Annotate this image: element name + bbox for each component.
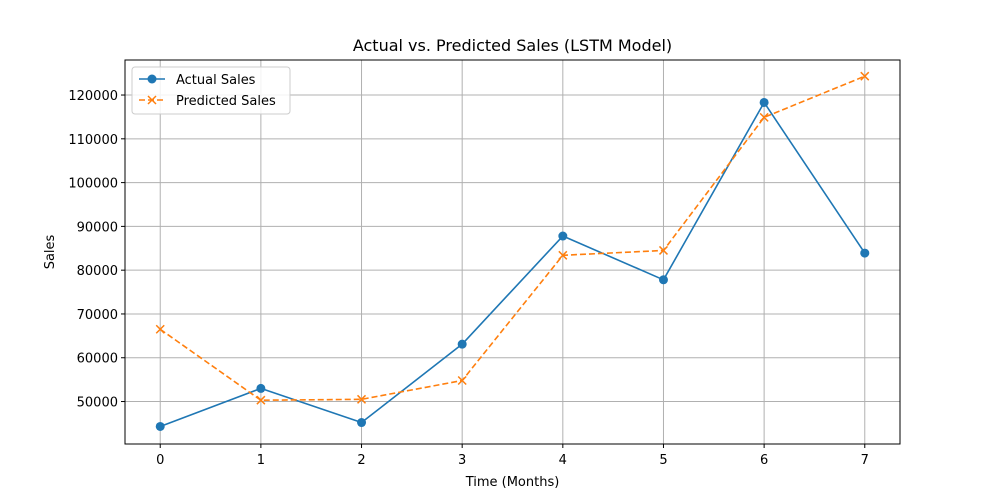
- y-tick-label: 80000: [77, 264, 118, 279]
- plot-area: [125, 60, 900, 444]
- actual-sales-point: [357, 418, 367, 428]
- x-axis-ticks: 0 1 2 3 4 5 6 7: [156, 444, 869, 468]
- chart-title: Actual vs. Predicted Sales (LSTM Model): [353, 36, 672, 55]
- plot-frame: [124, 59, 901, 445]
- x-tick-label: 4: [559, 453, 567, 468]
- legend-item-actual-sales: Actual Sales: [139, 73, 256, 88]
- y-tick-label: 70000: [77, 308, 118, 323]
- legend-label: Actual Sales: [176, 73, 256, 88]
- actual-sales-point: [860, 248, 870, 258]
- legend: Actual Sales Predicted Sales: [131, 66, 291, 115]
- legend-label: Predicted Sales: [176, 94, 276, 109]
- actual-sales-point: [558, 231, 568, 241]
- predicted-sales-point: [457, 375, 467, 386]
- y-tick-label: 90000: [77, 220, 118, 235]
- predicted-sales-point: [860, 71, 870, 81]
- x-tick-label: 7: [861, 453, 869, 468]
- x-tick-label: 5: [659, 453, 667, 468]
- actual-sales-point: [256, 383, 266, 393]
- x-tick-label: 0: [156, 453, 164, 468]
- data-series: [155, 71, 870, 431]
- actual-sales-point: [457, 339, 467, 349]
- legend-box: [131, 66, 291, 115]
- x-tick-label: 1: [257, 453, 265, 468]
- y-axis-ticks: 50000 60000 70000 80000 90000 100000 110000 120…: [68, 89, 125, 411]
- legend-swatch-marker: [147, 95, 157, 105]
- y-tick-label: 120000: [68, 89, 118, 104]
- x-tick-label: 6: [760, 453, 768, 468]
- predicted-sales-point: [155, 324, 165, 334]
- predicted-sales-line: [159, 75, 866, 402]
- predicted-sales-point: [558, 250, 568, 260]
- x-tick-label: 2: [357, 453, 365, 468]
- predicted-sales-series: [155, 71, 870, 405]
- predicted-sales-point: [256, 395, 266, 405]
- x-tick-label: 3: [458, 453, 466, 468]
- actual-sales-line: [159, 101, 866, 428]
- y-tick-label: 60000: [77, 352, 118, 367]
- predicted-sales-point: [759, 112, 769, 122]
- y-tick-label: 110000: [68, 133, 118, 148]
- y-tick-label: 50000: [77, 396, 118, 411]
- predicted-sales-point: [356, 394, 367, 404]
- actual-sales-series: [155, 97, 870, 431]
- legend-item-predicted-sales: Predicted Sales: [139, 94, 276, 109]
- legend-swatch-marker: [147, 74, 157, 84]
- y-axis-label: Sales: [43, 234, 58, 269]
- predicted-sales-point: [658, 245, 669, 255]
- y-tick-label: 100000: [68, 177, 118, 192]
- actual-sales-point: [759, 97, 769, 107]
- actual-sales-point: [658, 275, 668, 285]
- x-axis-label: Time (Months): [465, 475, 560, 490]
- actual-sales-point: [155, 421, 165, 431]
